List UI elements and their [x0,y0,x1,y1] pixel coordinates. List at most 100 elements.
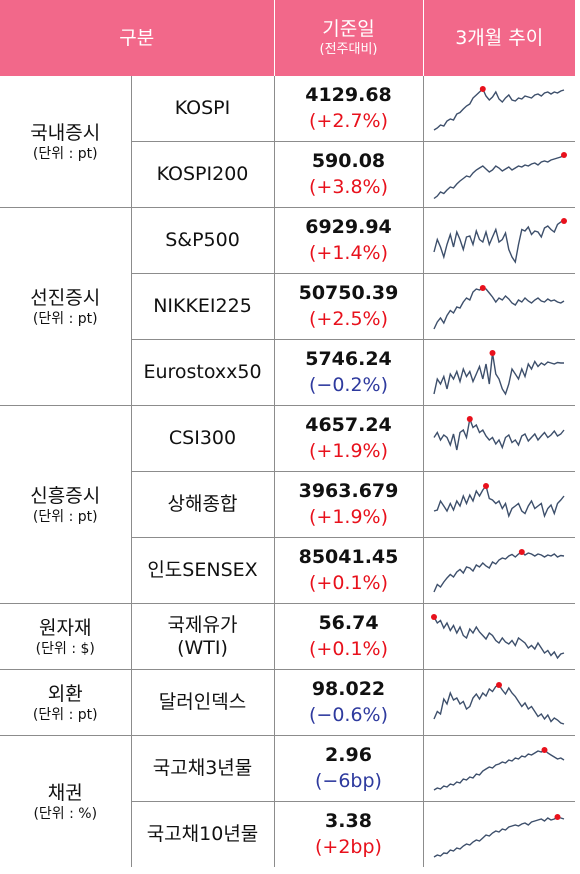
category-name: 국내증시 [30,121,101,144]
index-value: 4657.24 [305,414,392,436]
index-name: 인도SENSEX [131,537,274,604]
value-cell: 3.38 (+2bp) [273,801,424,867]
index-name-line: NIKKEI225 [153,295,252,317]
trend-cell [423,273,575,340]
trend-cell [423,471,575,538]
value-cell: 98.022 (−0.6%) [273,669,424,736]
trend-peak-marker [561,151,568,158]
table-row: KOSPI200 590.08 (+3.8%) [0,141,575,208]
category-name: 신흥증시 [30,484,101,507]
trend-peak-marker [480,284,487,291]
header-base-date-label: 기준일 [322,18,375,40]
index-change: (+2.7%) [308,110,388,132]
index-name: KOSPI200 [131,141,274,208]
table-row: 국고채10년물 3.38 (+2bp) [0,801,575,868]
index-change: (+1.4%) [308,242,388,264]
trend-cell [423,207,575,274]
index-change: (+2.5%) [308,308,388,330]
trend-peak-marker [561,217,568,224]
index-name-line: 국제유가 [167,613,238,636]
category-unit: (단위 : pt) [32,706,98,723]
index-name: 국고채10년물 [131,802,274,868]
table-row: 원자재 (단위 : $) 국제유가 (WTI) 56.74 (+0.1%) [0,603,575,670]
category-name: 채권 [47,781,83,804]
table-row: 인도SENSEX 85041.45 (+0.1%) [0,537,575,604]
category-cell: 원자재 (단위 : $) [0,603,132,670]
index-name-line: 달러인덱스 [158,691,247,713]
trend-peak-marker [541,746,548,753]
index-change: (−0.6%) [308,704,388,726]
index-name: 달러인덱스 [131,669,274,736]
table-row: 선진증시 (단위 : pt) S&P500 6929.94 (+1.4%) [0,207,575,406]
index-value: 5746.24 [305,348,392,370]
category-name: 선진증시 [30,286,101,309]
index-name-line: (WTI) [177,636,228,659]
category-cell: 채권 (단위 : %) [0,735,132,867]
category-unit: (단위 : pt) [32,310,98,327]
trend-sparkline [433,349,565,396]
header-category: 구분 [0,0,275,76]
index-value: 50750.39 [298,282,399,304]
trend-line [433,286,565,329]
header-row: 구분 기준일 (전주대비) 3개월 추이 [0,0,575,76]
trend-line [433,87,565,131]
category-cell: 선진증시 (단위 : pt) [0,207,132,406]
value-cell: 3963.679 (+1.9%) [273,471,424,538]
index-name: S&P500 [131,207,274,274]
trend-peak-marker [554,813,561,820]
trend-sparkline [433,746,565,791]
value-cell: 6929.94 (+1.4%) [273,207,424,274]
category-cell: 신흥증시 (단위 : pt) [0,405,132,604]
trend-line [433,815,565,858]
table-row: 신흥증시 (단위 : pt) CSI300 4657.24 (+1.9%) [0,405,575,604]
trend-line [433,415,565,450]
trend-line [433,153,565,199]
table-row: 상해종합 3963.679 (+1.9%) [0,471,575,538]
trend-sparkline [433,681,565,725]
index-value: 98.022 [311,678,386,700]
index-name-line: 국고채3년물 [152,757,253,779]
index-name-line: KOSPI [174,97,231,119]
trend-line [433,748,565,791]
trend-peak-marker [431,613,438,620]
index-value: 2.96 [325,744,372,766]
index-value: 3.38 [325,810,372,832]
category-cell: 국내증시 (단위 : pt) [0,76,132,208]
trend-peak-marker [467,415,474,422]
category-name: 원자재 [39,616,92,639]
trend-cell [423,537,575,604]
value-cell: 2.96 (−6bp) [273,735,424,802]
index-change: (+0.1%) [308,638,388,660]
index-change: (−6bp) [315,770,382,792]
table-row: NIKKEI225 50750.39 (+2.5%) [0,273,575,340]
index-change: (+2bp) [315,836,382,858]
trend-line [433,219,565,264]
trend-cell [423,141,575,208]
trend-cell [423,405,575,472]
trend-sparkline [433,151,568,199]
index-name: Eurostoxx50 [131,339,274,406]
index-change: (+1.9%) [308,506,388,528]
index-value: 85041.45 [298,546,399,568]
table-row: 국내증시 (단위 : pt) KOSPI 4129.68 (+2.7%) [0,76,575,208]
trend-cell [423,735,575,802]
value-cell: 50750.39 (+2.5%) [273,273,424,340]
value-cell: 5746.24 (−0.2%) [273,339,424,406]
trend-cell [423,669,575,736]
trend-cell [423,76,575,142]
trend-line [433,352,565,396]
trend-peak-marker [483,482,490,489]
trend-peak-marker [480,85,487,92]
index-name: 국고채3년물 [131,735,274,802]
table-row: Eurostoxx50 5746.24 (−0.2%) [0,339,575,406]
trend-sparkline [434,482,565,518]
index-value: 6929.94 [305,216,392,238]
index-value: 590.08 [311,150,386,172]
trend-sparkline [433,217,568,264]
table-row: 채권 (단위 : %) 국고채3년물 2.96 (−6bp) [0,735,575,867]
trend-sparkline [433,415,565,450]
trend-peak-marker [496,681,503,688]
trend-peak-marker [489,349,496,356]
index-value: 3963.679 [298,480,399,502]
